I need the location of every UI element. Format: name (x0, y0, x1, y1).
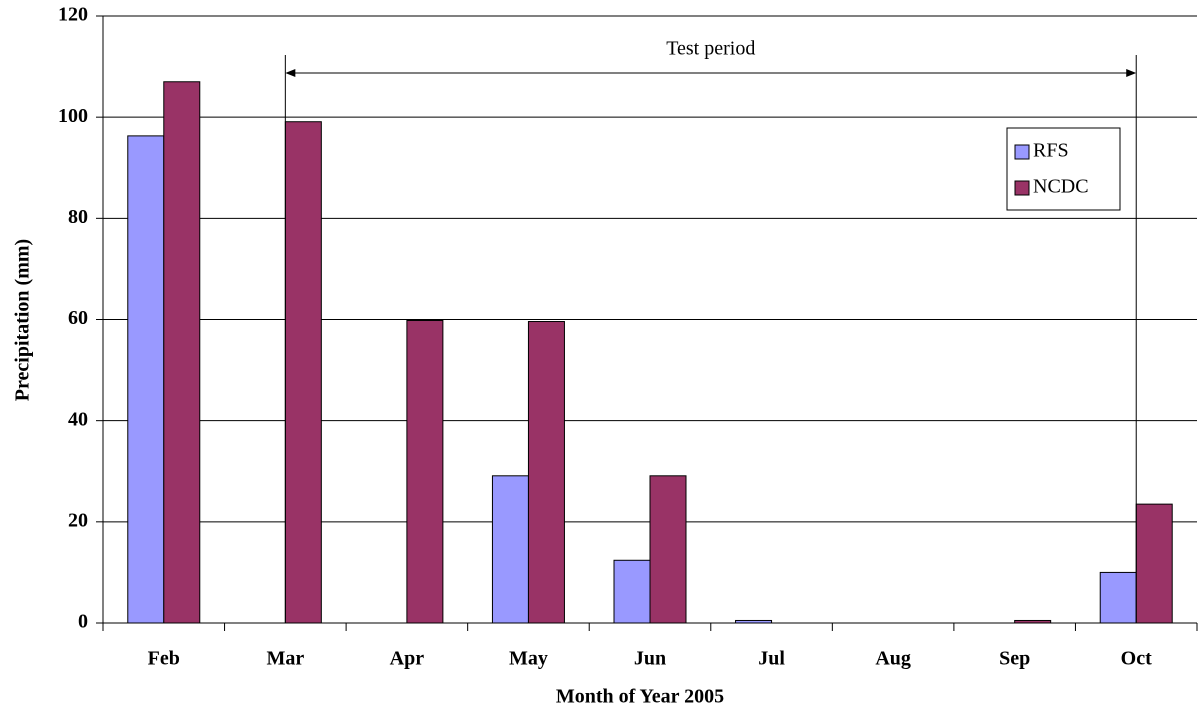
bar (735, 619, 773, 624)
legend-box (1006, 127, 1121, 211)
bar (406, 320, 444, 624)
bar (1099, 571, 1137, 624)
x-axis-title: Month of Year 2005 (556, 686, 724, 708)
x-tick-label: Mar (266, 648, 304, 670)
bar (1135, 503, 1173, 624)
bar (649, 475, 687, 624)
bar (163, 81, 201, 624)
y-tick-label: 80 (68, 206, 88, 228)
legend-swatch (1014, 180, 1030, 196)
x-tick-label: Jun (634, 648, 666, 670)
y-tick-label: 100 (58, 105, 88, 127)
x-tick-label: Aug (875, 648, 911, 670)
bar (527, 321, 565, 624)
bar (127, 135, 165, 624)
x-tick-label: Feb (148, 648, 180, 670)
bar (284, 121, 322, 624)
y-tick-label: 0 (78, 611, 88, 633)
bar (1014, 619, 1052, 624)
legend-label: NCDC (1033, 176, 1089, 198)
y-tick-label: 40 (68, 408, 88, 430)
x-tick-label: Jul (758, 648, 785, 670)
bar (491, 475, 529, 624)
y-tick-label: 120 (58, 4, 88, 26)
annotation: Test period (666, 38, 755, 60)
y-axis-title: Precipitation (mm) (12, 239, 34, 401)
y-tick-label: 60 (68, 307, 88, 329)
x-tick-label: Oct (1121, 648, 1152, 670)
x-tick-label: Sep (999, 648, 1030, 670)
x-tick-label: May (509, 648, 548, 670)
y-tick-label: 20 (68, 509, 88, 531)
bar (613, 559, 651, 624)
legend-label: RFS (1033, 140, 1069, 162)
legend-swatch (1014, 144, 1030, 160)
x-tick-label: Apr (390, 648, 425, 670)
